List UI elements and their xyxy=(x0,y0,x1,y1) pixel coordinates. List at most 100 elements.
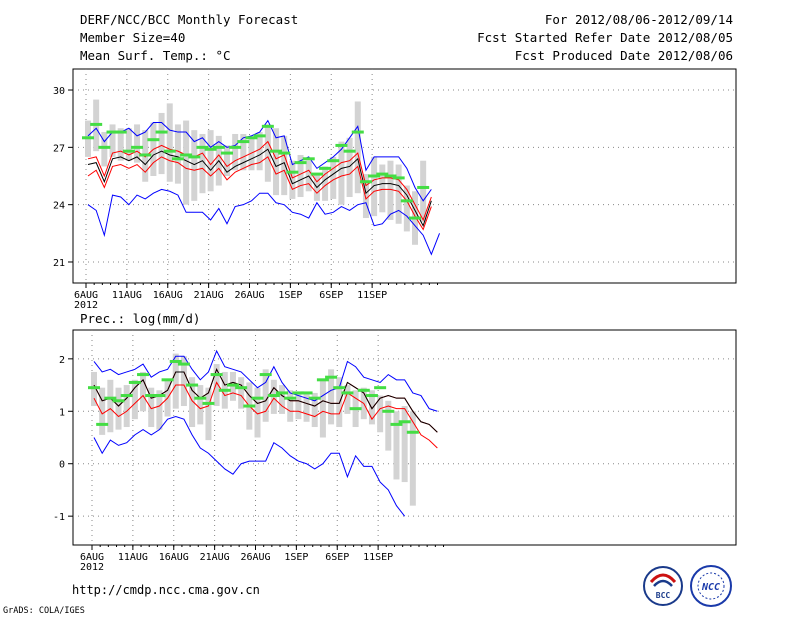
obs-marker xyxy=(382,409,395,413)
x-tick-label: 11SEP xyxy=(363,552,393,563)
obs-marker xyxy=(259,373,272,377)
obs-marker xyxy=(90,122,103,126)
obs-marker xyxy=(308,396,321,400)
obs-marker xyxy=(180,153,193,157)
variable-label: Mean Surf. Temp.: °C xyxy=(80,48,231,63)
spread-bar xyxy=(262,369,269,422)
spread-bar xyxy=(107,379,114,433)
spread-bar xyxy=(346,137,353,198)
obs-marker xyxy=(302,157,315,161)
obs-marker xyxy=(251,396,264,400)
spread-bar xyxy=(134,124,141,163)
forecast-period-label: For 2012/08/06-2012/09/14 xyxy=(545,12,733,27)
series-line-median xyxy=(93,368,438,433)
obs-marker xyxy=(137,373,150,377)
spread-bar xyxy=(223,145,230,176)
obs-marker xyxy=(417,185,430,189)
spread-bar xyxy=(199,133,206,194)
series-line-max xyxy=(93,349,438,412)
x-tick-label: 21AUG xyxy=(194,290,224,301)
spread-bar xyxy=(379,164,386,213)
spread-bar xyxy=(385,400,392,451)
bcc-logo-text: BCC xyxy=(656,591,671,600)
series-line-q25 xyxy=(93,381,438,449)
spread-bar xyxy=(115,387,122,430)
source-url[interactable]: http://cmdp.ncc.cma.gov.cn xyxy=(72,583,260,597)
spread-bar xyxy=(256,132,263,171)
obs-marker xyxy=(202,401,215,405)
spread-bar xyxy=(158,112,165,175)
obs-marker xyxy=(88,386,100,390)
obs-marker xyxy=(294,161,307,165)
obs-marker xyxy=(400,199,413,203)
obs-marker xyxy=(188,155,201,159)
spread-bar xyxy=(395,164,402,224)
fcst-started-label: Fcst Started Refer Date 2012/08/05 xyxy=(477,30,733,45)
spread-bar xyxy=(156,390,163,430)
obs-marker xyxy=(186,383,199,387)
y-tick-label: 21 xyxy=(53,258,65,269)
obs-marker xyxy=(335,143,348,147)
obs-marker xyxy=(376,172,389,176)
series-line-min_env xyxy=(87,119,432,202)
obs-marker xyxy=(194,396,207,400)
obs-marker xyxy=(343,149,356,153)
spread-bar xyxy=(197,385,204,425)
obs-marker xyxy=(122,149,135,153)
obs-marker xyxy=(341,391,354,395)
chart-title: DERF/NCC/BCC Monthly Forecast xyxy=(80,12,298,27)
fcst-produced-label: Fcst Produced Date 2012/08/06 xyxy=(515,48,733,63)
bcc-logo: BCC xyxy=(643,566,683,606)
spread-bar xyxy=(248,137,255,171)
obs-marker xyxy=(220,151,233,155)
spread-bar xyxy=(131,379,138,420)
obs-marker xyxy=(253,134,266,138)
obs-marker xyxy=(292,391,305,395)
spread-bar xyxy=(254,387,261,438)
series-line-median xyxy=(87,148,432,227)
x-tick-label: 26AUG xyxy=(234,290,264,301)
obs-marker xyxy=(235,386,248,390)
spread-bar xyxy=(205,387,212,441)
obs-marker xyxy=(384,174,397,178)
precip-title: Prec.: log(mm/d) xyxy=(80,311,200,326)
obs-marker xyxy=(210,373,223,377)
spread-bar xyxy=(117,128,124,161)
spread-bar xyxy=(322,166,329,201)
spread-bar xyxy=(125,128,132,161)
spread-bar xyxy=(140,371,147,412)
spread-bar xyxy=(311,392,318,428)
obs-marker xyxy=(267,394,280,398)
spread-bar xyxy=(362,174,369,219)
obs-marker xyxy=(163,149,176,153)
obs-marker xyxy=(161,378,174,382)
obs-marker xyxy=(169,359,182,363)
obs-marker xyxy=(319,166,332,170)
spread-bar xyxy=(297,154,304,198)
spread-bar xyxy=(303,392,310,422)
obs-marker xyxy=(171,157,184,161)
y-tick-label: 2 xyxy=(59,355,65,366)
x-tick-label: 6AUG xyxy=(80,552,104,563)
spread-bar xyxy=(401,406,408,483)
obs-marker xyxy=(349,407,362,411)
series-line-q75 xyxy=(87,140,432,222)
y-tick-label: -1 xyxy=(53,512,65,523)
obs-marker xyxy=(327,159,340,163)
spread-bar xyxy=(191,130,198,201)
x-tick-label: 16AUG xyxy=(153,290,183,301)
grads-credit: GrADS: COLA/IGES xyxy=(3,606,85,616)
obs-marker xyxy=(98,145,111,149)
obs-marker xyxy=(278,151,291,155)
spread-bar xyxy=(180,356,187,407)
y-tick-label: 24 xyxy=(53,201,65,212)
temperature-panel: 21 24 27 30 6AUG 11AUG 16AUG 21AUG 26AUG 1SEP 6SEP… xyxy=(53,68,737,311)
spread-bar xyxy=(240,133,247,171)
spread-bar xyxy=(109,124,116,157)
obs-marker xyxy=(300,391,313,395)
obs-marker xyxy=(212,145,225,149)
obs-marker xyxy=(261,124,274,128)
obs-marker xyxy=(406,430,419,434)
spread-bar xyxy=(319,379,326,438)
